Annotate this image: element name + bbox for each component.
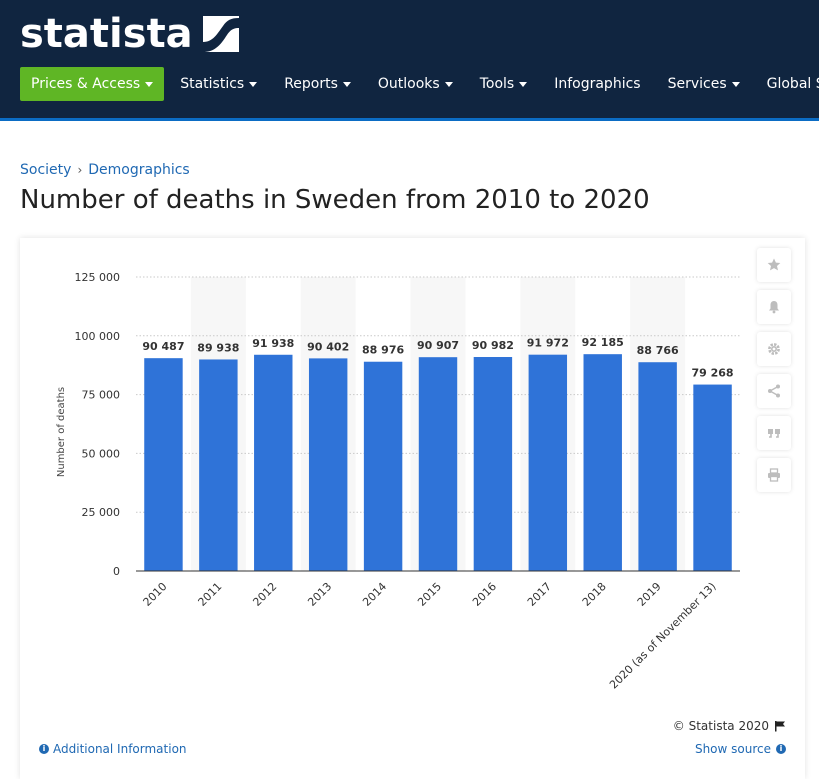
quote-icon — [768, 429, 780, 438]
cite-button[interactable] — [757, 416, 791, 450]
chevron-down-icon — [342, 82, 351, 87]
show-source-label: Show source — [694, 742, 771, 756]
nav-item-infographics[interactable]: Infographics — [554, 67, 640, 101]
x-tick-label: 2018 — [580, 580, 609, 609]
chevron-down-icon — [249, 82, 258, 87]
nav-item-reports[interactable]: Reports — [284, 67, 351, 101]
nav-item-statistics[interactable]: Statistics — [180, 67, 258, 101]
settings-button[interactable] — [757, 332, 791, 366]
nav-item-label: Statistics — [180, 76, 245, 92]
bar-chart: 0 25 000 50 000 75 000 100 000 125 000 Number … — [56, 271, 740, 692]
data-label: 88 976 — [362, 344, 404, 357]
x-tick-label: 2013 — [305, 580, 334, 609]
bar — [418, 357, 458, 571]
bell-icon — [769, 301, 779, 314]
x-tick-label: 2015 — [415, 580, 444, 609]
gear-icon — [768, 343, 780, 355]
y-tick-label: 125 000 — [75, 271, 121, 284]
logo-text: statista — [20, 11, 193, 57]
data-label: 91 972 — [527, 337, 569, 350]
x-tick-label: 2016 — [470, 580, 499, 609]
print-button[interactable] — [757, 458, 791, 492]
data-label: 79 268 — [691, 367, 733, 380]
nav-item-outlooks[interactable]: Outlooks — [378, 67, 453, 101]
x-tick-label: 2012 — [250, 580, 279, 609]
x-tick-label: 2011 — [195, 580, 224, 609]
additional-info-label: Additional Information — [53, 742, 187, 756]
y-axis-title: Number of deaths — [56, 387, 67, 477]
share-button[interactable] — [757, 374, 791, 408]
print-icon — [768, 468, 780, 482]
x-tick-label: 2019 — [635, 580, 664, 609]
flag-icon[interactable] — [774, 720, 786, 732]
nav-item-label: Outlooks — [377, 76, 440, 92]
bar — [638, 362, 677, 571]
nav-item-services[interactable]: Services — [668, 67, 740, 101]
info-icon: i — [39, 744, 49, 754]
bar — [473, 357, 513, 571]
nav-item-prices-access[interactable]: Prices & Access — [20, 67, 165, 101]
favorite-button[interactable] — [757, 248, 791, 282]
data-label: 90 907 — [417, 339, 459, 352]
nav-item-label: Prices & Access — [31, 76, 141, 92]
copyright: © Statista 2020 — [673, 719, 786, 733]
data-label: 89 938 — [197, 341, 239, 354]
additional-info-link[interactable]: i Additional Information — [39, 742, 187, 756]
data-label: 88 766 — [637, 344, 679, 357]
bar — [144, 358, 183, 571]
y-tick-label: 100 000 — [75, 330, 121, 343]
show-source-link[interactable]: Show source i — [695, 742, 786, 756]
data-label: 90 982 — [472, 339, 514, 352]
statista-logo[interactable]: statista — [20, 12, 239, 56]
share-icon — [768, 384, 780, 398]
nav-item-label: Infographics — [554, 76, 641, 92]
header-divider — [0, 118, 819, 121]
bar — [308, 358, 348, 571]
x-tick-label: 2017 — [525, 580, 554, 609]
bar — [583, 354, 622, 571]
chevron-down-icon — [145, 82, 154, 87]
y-tick-label: 0 — [113, 565, 120, 578]
nav-item-global-surve[interactable]: Global Surve — [767, 67, 819, 101]
alert-button[interactable] — [757, 290, 791, 324]
breadcrumb-separator: › — [77, 163, 83, 177]
bar — [254, 354, 293, 571]
y-tick-label: 75 000 — [82, 389, 121, 402]
bar — [363, 361, 403, 571]
chart-tools — [757, 248, 793, 500]
star-icon — [767, 258, 781, 271]
data-label: 91 938 — [252, 337, 294, 350]
nav-item-tools[interactable]: Tools — [480, 67, 528, 101]
site-header: statista Prices & Access Statistics Report… — [0, 0, 819, 118]
nav-item-label: Tools — [479, 76, 515, 92]
y-tick-label: 50 000 — [82, 447, 121, 460]
statista-logo-icon — [202, 16, 239, 52]
bar — [199, 359, 238, 571]
x-tick-label: 2010 — [141, 580, 170, 609]
data-label: 92 185 — [582, 336, 624, 349]
main-nav: Prices & Access Statistics Reports Outlooks… — [20, 67, 819, 101]
bar — [693, 384, 732, 571]
copyright-text: © Statista 2020 — [672, 719, 769, 733]
breadcrumb-demographics[interactable]: Demographics — [88, 162, 190, 178]
chevron-down-icon — [519, 82, 528, 87]
nav-item-label: Services — [667, 76, 727, 92]
nav-item-label: Reports — [284, 76, 338, 92]
nav-item-label: Global Surve — [766, 76, 819, 92]
breadcrumb-society[interactable]: Society — [20, 162, 72, 178]
chevron-down-icon — [731, 82, 740, 87]
info-icon: i — [776, 744, 786, 754]
bar — [528, 354, 568, 571]
x-tick-label: 2020 (as of November 13) — [607, 580, 719, 692]
page-title: Number of deaths in Sweden from 2010 to … — [20, 185, 650, 215]
data-label: 90 402 — [307, 340, 349, 353]
chevron-down-icon — [444, 82, 453, 87]
data-label: 90 487 — [142, 340, 184, 353]
y-tick-label: 25 000 — [82, 506, 121, 519]
x-tick-label: 2014 — [360, 580, 389, 609]
breadcrumb: Society › Demographics — [20, 162, 190, 178]
